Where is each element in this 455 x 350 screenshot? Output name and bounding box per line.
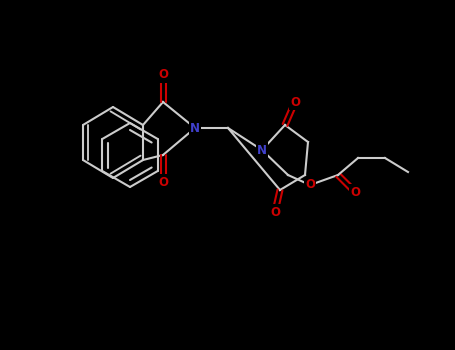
- Text: O: O: [158, 175, 168, 189]
- Text: O: O: [270, 205, 280, 218]
- Text: O: O: [290, 96, 300, 108]
- Text: O: O: [158, 69, 168, 82]
- Text: O: O: [305, 178, 315, 191]
- Text: N: N: [257, 144, 267, 156]
- Text: O: O: [350, 186, 360, 198]
- Text: N: N: [190, 121, 200, 134]
